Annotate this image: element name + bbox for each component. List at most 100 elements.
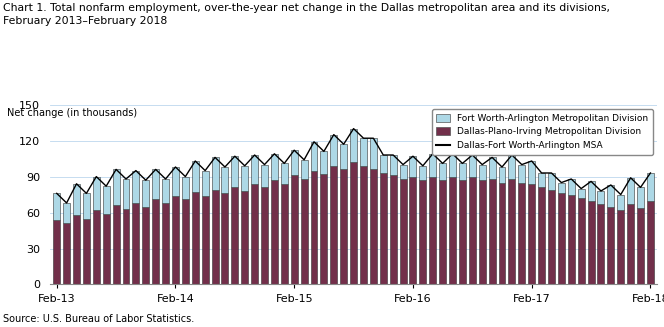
- Text: Chart 1. Total nonfarm employment, over-the-year net change in the Dallas metrop: Chart 1. Total nonfarm employment, over-…: [3, 3, 610, 26]
- Bar: [430, 177, 436, 284]
- Bar: [618, 195, 624, 210]
- Bar: [123, 209, 129, 284]
- Bar: [340, 144, 347, 169]
- Bar: [261, 164, 268, 187]
- Bar: [430, 154, 436, 177]
- Bar: [529, 184, 535, 284]
- Bar: [172, 196, 179, 284]
- Bar: [212, 190, 218, 284]
- Bar: [291, 175, 297, 284]
- Legend: Fort Worth-Arlington Metropolitan Division, Dallas-Plano-Irving Metropolitan Div: Fort Worth-Arlington Metropolitan Divisi…: [432, 109, 653, 155]
- Bar: [182, 199, 189, 284]
- Bar: [489, 179, 495, 284]
- Bar: [410, 177, 416, 284]
- Bar: [410, 156, 416, 177]
- Bar: [647, 173, 654, 200]
- Bar: [608, 207, 614, 284]
- Bar: [558, 182, 565, 193]
- Bar: [53, 193, 60, 220]
- Bar: [340, 169, 347, 284]
- Bar: [390, 175, 396, 284]
- Text: Net change (in thousands): Net change (in thousands): [7, 108, 137, 118]
- Bar: [172, 167, 179, 196]
- Bar: [439, 180, 446, 284]
- Bar: [578, 198, 584, 284]
- Bar: [400, 164, 406, 179]
- Bar: [132, 171, 139, 203]
- Bar: [588, 200, 594, 284]
- Bar: [519, 164, 525, 182]
- Bar: [370, 169, 377, 284]
- Bar: [538, 187, 545, 284]
- Bar: [459, 164, 466, 180]
- Bar: [469, 177, 476, 284]
- Bar: [83, 218, 90, 284]
- Bar: [548, 190, 555, 284]
- Bar: [519, 182, 525, 284]
- Bar: [311, 171, 317, 284]
- Bar: [568, 195, 575, 284]
- Bar: [489, 157, 495, 179]
- Bar: [637, 208, 644, 284]
- Bar: [202, 196, 208, 284]
- Bar: [390, 155, 396, 175]
- Bar: [568, 179, 575, 195]
- Bar: [281, 164, 288, 184]
- Bar: [53, 220, 60, 284]
- Bar: [63, 223, 70, 284]
- Bar: [311, 142, 317, 171]
- Bar: [103, 186, 110, 214]
- Bar: [251, 184, 258, 284]
- Bar: [400, 179, 406, 284]
- Bar: [509, 155, 515, 179]
- Bar: [241, 166, 248, 191]
- Bar: [479, 164, 485, 180]
- Bar: [212, 157, 218, 190]
- Bar: [439, 164, 446, 180]
- Bar: [321, 151, 327, 174]
- Bar: [529, 161, 535, 184]
- Bar: [330, 166, 337, 284]
- Bar: [162, 179, 169, 203]
- Bar: [113, 205, 120, 284]
- Bar: [459, 180, 466, 284]
- Bar: [588, 181, 594, 200]
- Bar: [647, 200, 654, 284]
- Bar: [548, 173, 555, 190]
- Bar: [380, 173, 386, 284]
- Bar: [142, 207, 149, 284]
- Bar: [291, 150, 297, 175]
- Bar: [192, 192, 199, 284]
- Bar: [350, 162, 357, 284]
- Bar: [271, 180, 278, 284]
- Bar: [132, 203, 139, 284]
- Text: Source: U.S. Bureau of Labor Statistics.: Source: U.S. Bureau of Labor Statistics.: [3, 314, 195, 324]
- Bar: [63, 203, 70, 223]
- Bar: [608, 185, 614, 207]
- Bar: [142, 180, 149, 207]
- Bar: [360, 166, 367, 284]
- Bar: [578, 189, 584, 198]
- Bar: [162, 203, 169, 284]
- Bar: [241, 191, 248, 284]
- Bar: [152, 199, 159, 284]
- Bar: [123, 179, 129, 209]
- Bar: [73, 184, 80, 215]
- Bar: [360, 138, 367, 166]
- Bar: [152, 169, 159, 199]
- Bar: [330, 135, 337, 166]
- Bar: [271, 154, 278, 180]
- Bar: [182, 177, 189, 199]
- Bar: [231, 156, 238, 187]
- Bar: [558, 193, 565, 284]
- Bar: [420, 180, 426, 284]
- Bar: [83, 193, 90, 218]
- Bar: [222, 193, 228, 284]
- Bar: [261, 187, 268, 284]
- Bar: [499, 182, 505, 284]
- Bar: [103, 214, 110, 284]
- Bar: [538, 173, 545, 187]
- Bar: [469, 155, 476, 177]
- Bar: [627, 204, 634, 284]
- Bar: [479, 180, 485, 284]
